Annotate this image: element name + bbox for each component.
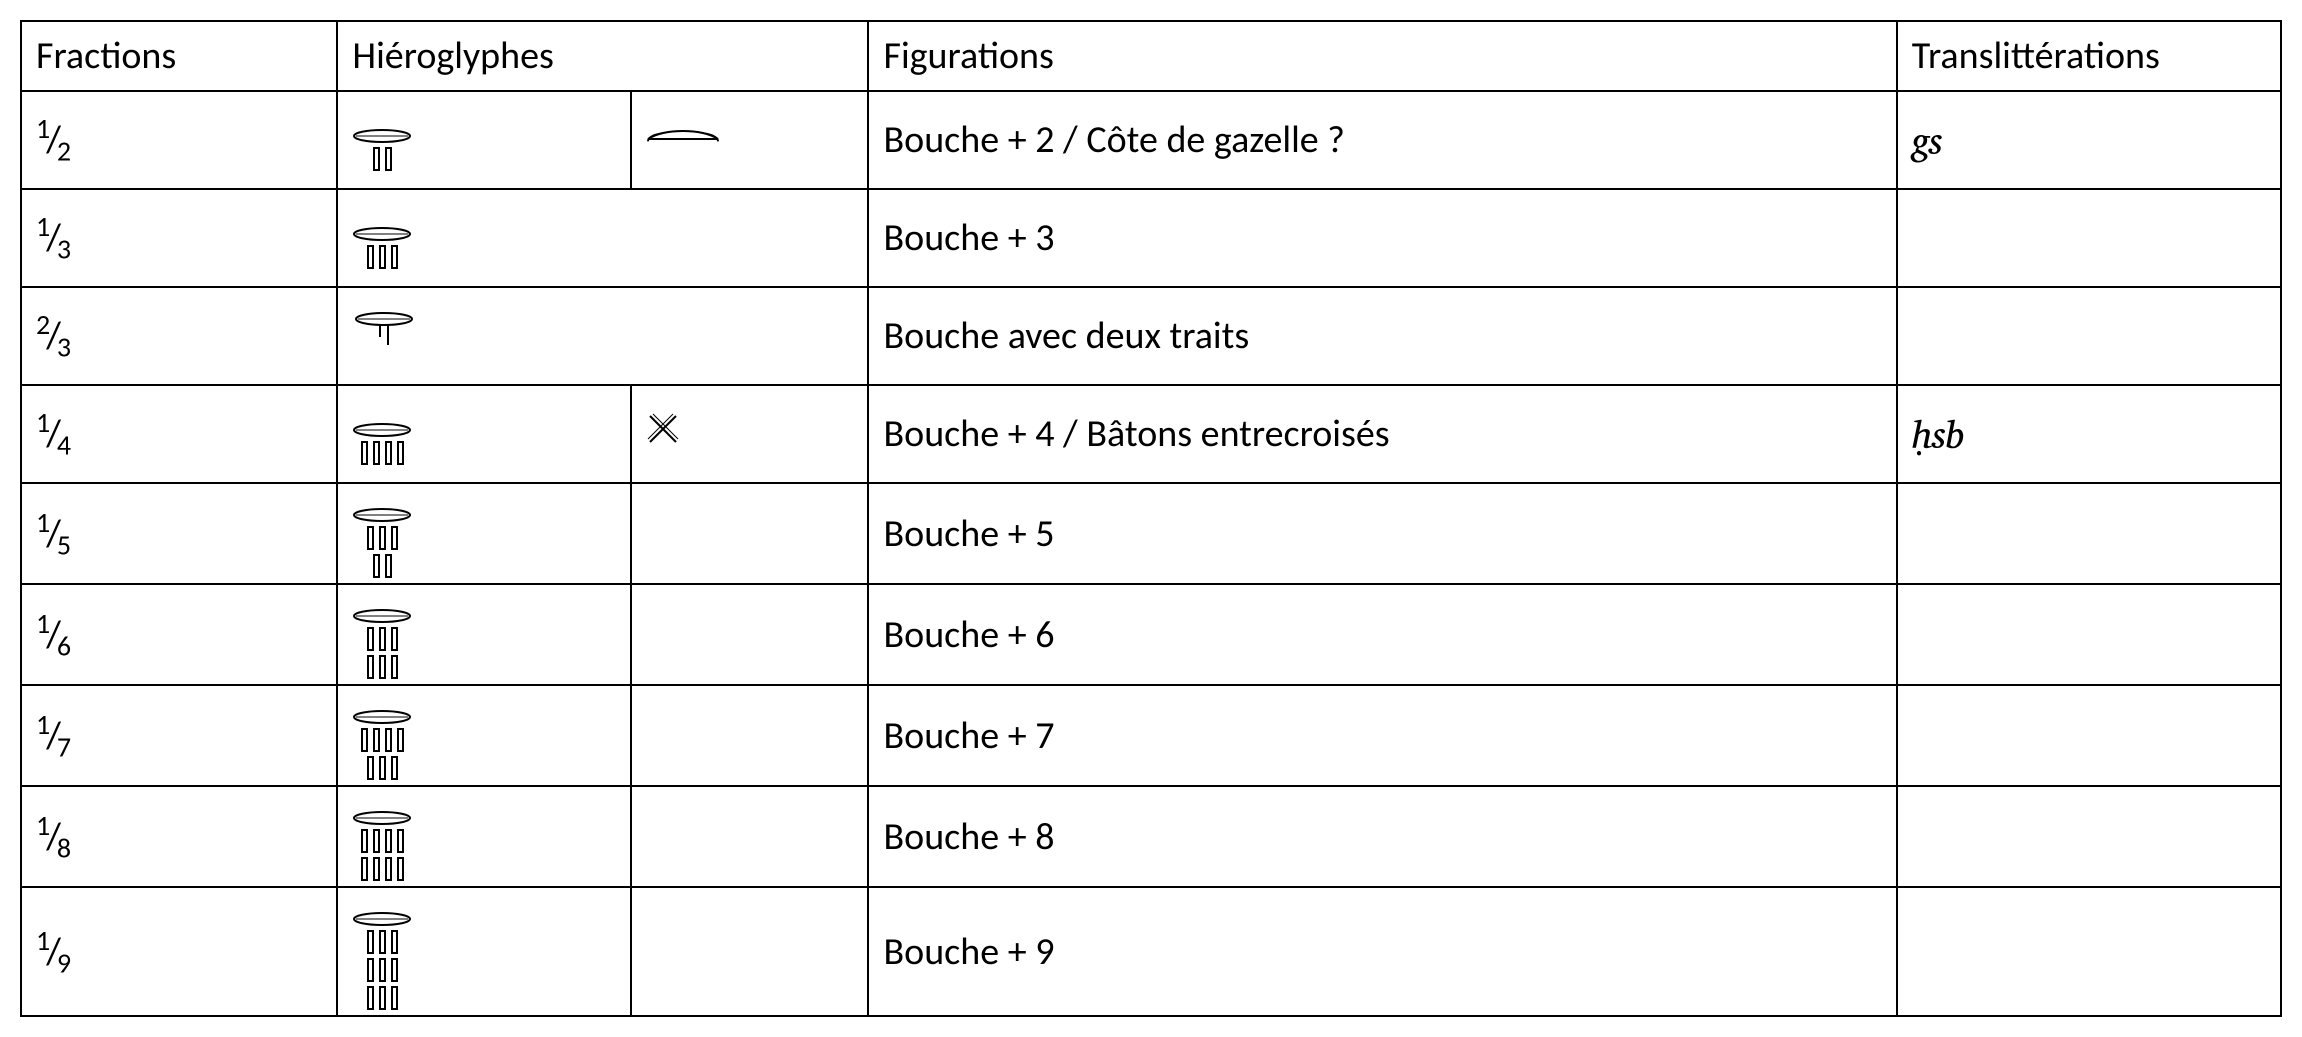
fraction-cell: 2/3 <box>21 287 337 385</box>
table-header-row: Fractions Hiéroglyphes Figurations Trans… <box>21 21 2281 91</box>
fraction-denominator: 3 <box>57 330 71 365</box>
hieroglyph-cell-a <box>337 685 631 786</box>
fraction-cell: 1/5 <box>21 483 337 584</box>
fraction-value: 1/8 <box>36 808 71 865</box>
figuration-cell: Bouche + 9 <box>868 887 1896 1016</box>
table-row: 1/3 Bouche + 3 <box>21 189 2281 287</box>
table-row: 1/6 Bouche + 6 <box>21 584 2281 685</box>
fraction-cell: 1/7 <box>21 685 337 786</box>
fraction-denominator: 2 <box>57 134 71 169</box>
table-row: 1/4 Bouche + 4 / Bâtons entrecroisés ḥsb <box>21 385 2281 483</box>
col-header-fractions: Fractions <box>21 21 337 91</box>
fraction-denominator: 5 <box>57 527 71 562</box>
fraction-value: 1/2 <box>36 111 71 168</box>
transliteration-cell <box>1897 584 2281 685</box>
fraction-cell: 1/6 <box>21 584 337 685</box>
hieroglyph-cell-a <box>337 887 631 1016</box>
hieroglyph-cell-b <box>631 584 868 685</box>
fraction-value: 1/4 <box>36 405 71 462</box>
col-header-hieroglyphes: Hiéroglyphes <box>337 21 868 91</box>
fraction-cell: 1/3 <box>21 189 337 287</box>
transliteration-cell: ḥsb <box>1897 385 2281 483</box>
transliteration-text: gs <box>1912 109 1943 171</box>
hieroglyph-cell-b <box>631 786 868 887</box>
table-row: 1/2 Bouche + 2 / Côte de gazelle ? gs <box>21 91 2281 189</box>
fraction-cell: 1/9 <box>21 887 337 1016</box>
fraction-denominator: 4 <box>57 428 71 463</box>
hieroglyph-cell-b <box>631 385 868 483</box>
table-row: 1/9 Bouche + 9 <box>21 887 2281 1016</box>
transliteration-cell <box>1897 287 2281 385</box>
figuration-cell: Bouche + 8 <box>868 786 1896 887</box>
fraction-cell: 1/2 <box>21 91 337 189</box>
fraction-denominator: 3 <box>57 232 71 267</box>
hieroglyph-cell-a <box>337 584 631 685</box>
hieroglyph-cell-b <box>631 685 868 786</box>
transliteration-cell <box>1897 786 2281 887</box>
table-row: 2/3 Bouche avec deux traits <box>21 287 2281 385</box>
hieroglyph-cell-a <box>337 483 631 584</box>
hieroglyph-cell-b <box>631 91 868 189</box>
fraction-denominator: 7 <box>57 729 71 764</box>
hieroglyph-cell <box>337 189 868 287</box>
transliteration-cell: gs <box>1897 91 2281 189</box>
hieroglyph-cell-b <box>631 483 868 584</box>
hieroglyph-cell-a <box>337 91 631 189</box>
table-row: 1/8 Bouche + 8 <box>21 786 2281 887</box>
transliteration-text: ḥsb <box>1912 403 1965 465</box>
fraction-value: 2/3 <box>36 307 71 364</box>
figuration-cell: Bouche + 7 <box>868 685 1896 786</box>
fraction-cell: 1/8 <box>21 786 337 887</box>
fraction-denominator: 6 <box>57 628 71 663</box>
hieroglyph-cell <box>337 287 868 385</box>
figuration-cell: Bouche + 3 <box>868 189 1896 287</box>
fraction-value: 1/5 <box>36 505 71 562</box>
figuration-cell: Bouche + 2 / Côte de gazelle ? <box>868 91 1896 189</box>
fractions-table: Fractions Hiéroglyphes Figurations Trans… <box>20 20 2282 1017</box>
figuration-cell: Bouche + 4 / Bâtons entrecroisés <box>868 385 1896 483</box>
figuration-cell: Bouche + 5 <box>868 483 1896 584</box>
figuration-cell: Bouche avec deux traits <box>868 287 1896 385</box>
fraction-value: 1/7 <box>36 707 71 764</box>
fraction-cell: 1/4 <box>21 385 337 483</box>
fraction-denominator: 8 <box>57 830 71 865</box>
col-header-figurations: Figurations <box>868 21 1896 91</box>
hieroglyph-cell-a <box>337 385 631 483</box>
hieroglyph-cell-a <box>337 786 631 887</box>
table-row: 1/7 Bouche + 7 <box>21 685 2281 786</box>
table-row: 1/5 Bouche + 5 <box>21 483 2281 584</box>
col-header-translitterations: Translittérations <box>1897 21 2281 91</box>
transliteration-cell <box>1897 887 2281 1016</box>
transliteration-cell <box>1897 189 2281 287</box>
fraction-value: 1/3 <box>36 209 71 266</box>
hieroglyph-cell-b <box>631 887 868 1016</box>
fraction-denominator: 9 <box>57 945 71 980</box>
fraction-value: 1/9 <box>36 923 71 980</box>
transliteration-cell <box>1897 685 2281 786</box>
fraction-value: 1/6 <box>36 606 71 663</box>
transliteration-cell <box>1897 483 2281 584</box>
figuration-cell: Bouche + 6 <box>868 584 1896 685</box>
